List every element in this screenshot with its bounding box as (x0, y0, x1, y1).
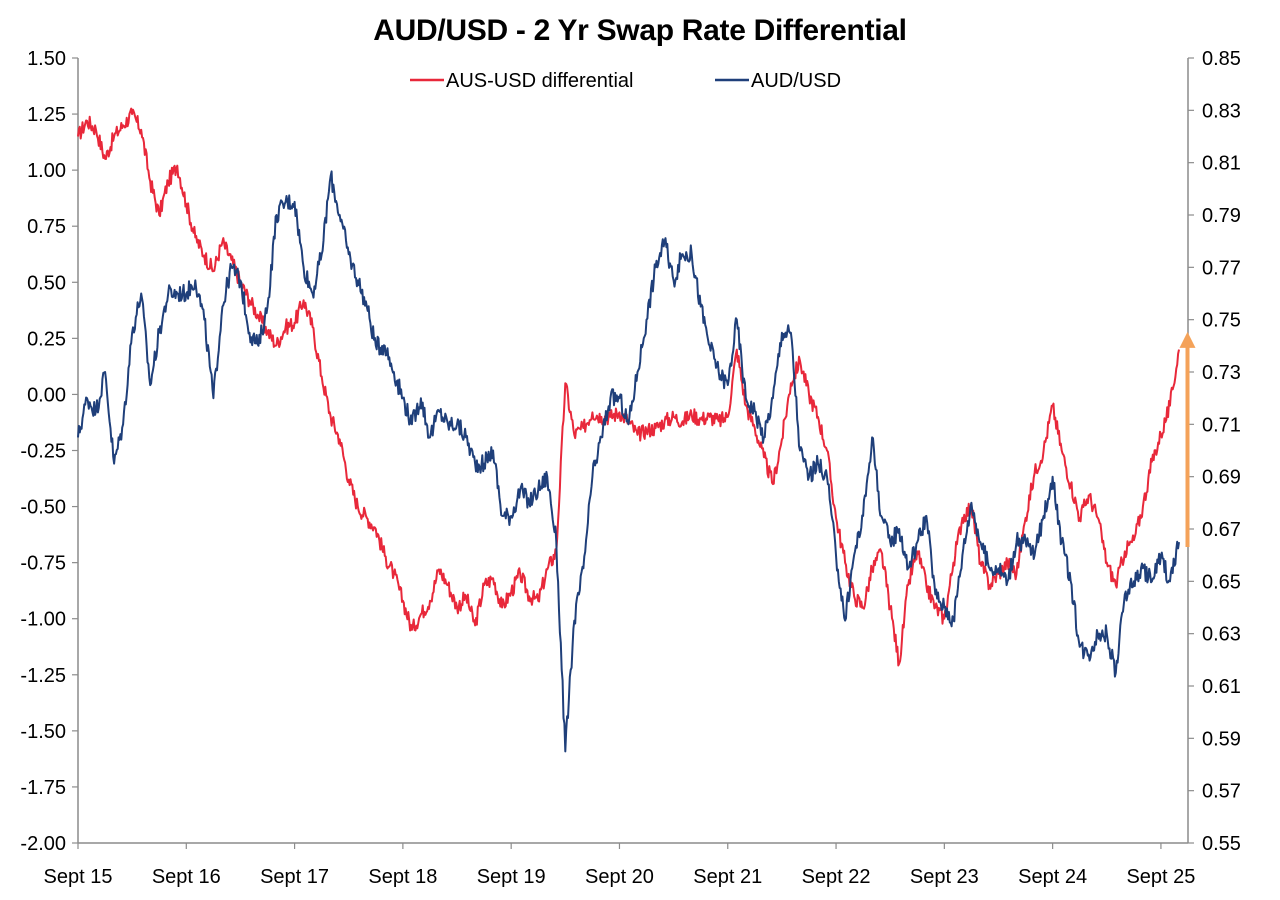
axes-layer: 1.50 1.25 1.00 0.75 0.50 0.25 0.00 -0.25 -0.50 -0… (20, 48, 1241, 888)
x-tick-label: Sept 16 (152, 866, 221, 888)
x-tick-label: Sept 20 (585, 866, 654, 888)
left-tick-label: -0.50 (20, 497, 66, 519)
right-tick-label: 0.59 (1202, 728, 1241, 750)
legend-item-aud-usd-label: AUD/USD (751, 70, 841, 92)
left-tick-label: -0.25 (20, 441, 66, 463)
left-tick-label: 0.75 (27, 216, 66, 238)
left-tick-label: -0.75 (20, 553, 66, 575)
left-tick-label: 0.50 (27, 272, 66, 294)
x-tick-label: Sept 18 (368, 866, 437, 888)
chart-title: AUD/USD - 2 Yr Swap Rate Differential (373, 14, 907, 47)
right-tick-label: 0.61 (1202, 676, 1241, 698)
left-tick-label: 1.25 (27, 104, 66, 126)
left-tick-label: -1.75 (20, 777, 66, 799)
right-tick-label: 0.67 (1202, 519, 1241, 541)
x-tick-label: Sept 19 (477, 866, 546, 888)
right-tick-label: 0.63 (1202, 624, 1241, 646)
annotation-layer (1179, 331, 1196, 547)
left-tick-label: -1.25 (20, 665, 66, 687)
x-tick-label: Sept 21 (693, 866, 762, 888)
x-tick-label: Sept 24 (1018, 866, 1087, 888)
right-tick-label: 0.69 (1202, 467, 1241, 489)
series-line-aud-usd (77, 170, 1180, 753)
x-tick-label: Sept 22 (802, 866, 871, 888)
left-tick-label: -2.00 (20, 833, 66, 855)
legend-item-aus-usd-differential-label: AUS-USD differential (446, 70, 633, 92)
x-tick-label: Sept 23 (910, 866, 979, 888)
left-tick-label: 1.00 (27, 160, 66, 182)
left-tick-label: 0.25 (27, 328, 66, 350)
left-tick-label: -1.50 (20, 721, 66, 743)
right-tick-label: 0.83 (1202, 100, 1241, 122)
right-tick-label: 0.75 (1202, 310, 1241, 332)
legend: AUS-USD differential AUD/USD (410, 70, 841, 92)
right-tick-label: 0.79 (1202, 205, 1241, 227)
left-tick-label: -1.00 (20, 609, 66, 631)
left-tick-label: 1.50 (27, 48, 66, 70)
annotation-arrow-head (1179, 331, 1196, 348)
right-tick-label: 0.55 (1202, 833, 1241, 855)
x-tick-label: Sept 25 (1126, 866, 1195, 888)
right-tick-label: 0.65 (1202, 571, 1241, 593)
right-tick-label: 0.77 (1202, 257, 1241, 279)
left-tick-label: 0.00 (27, 384, 66, 406)
series-line-aus-usd-differential (77, 107, 1180, 667)
right-tick-label: 0.81 (1202, 153, 1241, 175)
right-tick-label: 0.73 (1202, 362, 1241, 384)
x-tick-label: Sept 17 (260, 866, 329, 888)
right-tick-label: 0.57 (1202, 781, 1241, 803)
right-tick-label: 0.85 (1202, 48, 1241, 70)
right-tick-label: 0.71 (1202, 414, 1241, 436)
x-tick-label: Sept 15 (44, 866, 113, 888)
series-layer (77, 107, 1180, 753)
